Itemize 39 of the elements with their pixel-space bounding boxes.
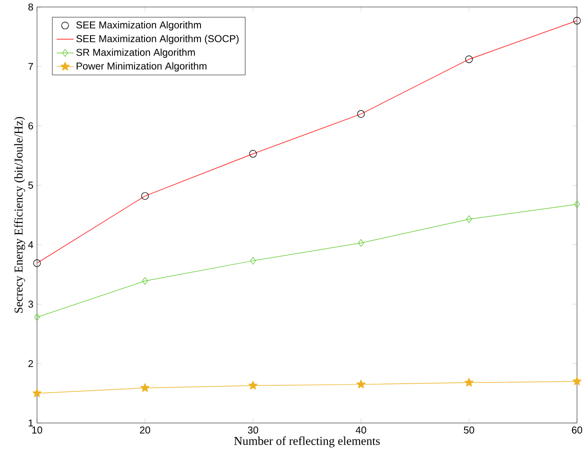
point — [358, 239, 364, 247]
y-tick-label: 8 — [28, 3, 34, 11]
point — [141, 192, 149, 200]
x-tick-label: 30 — [248, 426, 258, 434]
line-series — [37, 20, 578, 264]
y-tick-label: 1 — [28, 420, 33, 426]
legend-label: SEE Maximization Algorithm — [76, 21, 201, 30]
point — [140, 383, 150, 392]
y-axis-title: Secrecy Energy Efficiency (bit/Joule/Hz) — [14, 116, 26, 313]
x-tick-label: 60 — [572, 426, 582, 434]
legend-label: SR Maximization Algorithm — [76, 48, 195, 58]
point — [34, 313, 40, 322]
point — [573, 16, 581, 24]
y-tick-label: 5 — [28, 182, 34, 189]
point — [357, 110, 365, 118]
y-tick-label: 6 — [28, 122, 34, 130]
point — [142, 277, 148, 285]
point — [250, 256, 256, 265]
y-tick-label: 7 — [28, 62, 33, 70]
x-tick-label: 20 — [140, 426, 150, 434]
point — [32, 388, 42, 398]
legend-label: Power Minimization Algorithm — [76, 62, 206, 72]
point — [465, 56, 473, 64]
point — [466, 215, 472, 223]
point — [464, 378, 474, 387]
point — [248, 380, 258, 390]
point — [574, 200, 580, 208]
y-tick-label: 2 — [28, 360, 33, 368]
legend-label: SEE Maximization Algorithm (SOCP) — [76, 34, 239, 44]
point — [356, 380, 366, 388]
x-tick-label: 40 — [356, 426, 366, 434]
point — [572, 376, 582, 386]
y-tick-label: 4 — [28, 241, 34, 248]
point — [33, 259, 41, 267]
x-tick-label: 10 — [32, 426, 42, 434]
point — [249, 150, 257, 158]
x-axis-title: Number of reflecting elements — [234, 436, 380, 448]
y-tick-label: 3 — [28, 300, 34, 308]
x-tick-label: 50 — [464, 426, 474, 434]
